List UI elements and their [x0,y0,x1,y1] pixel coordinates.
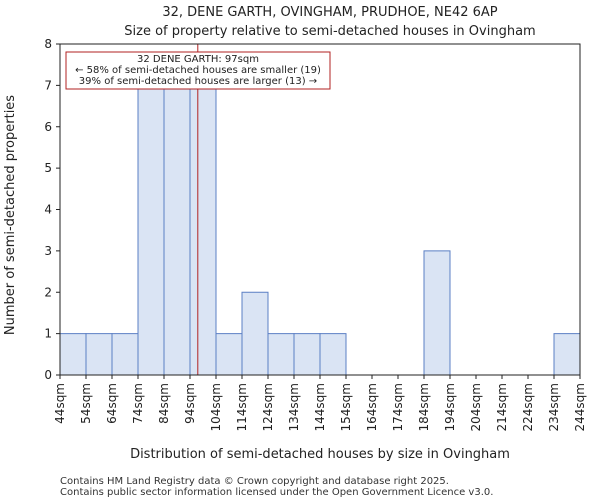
annotation-line-2: ← 58% of semi-detached houses are smalle… [75,65,321,76]
x-tick-label: 164sqm [365,383,379,431]
bar-54sqm [85,333,113,376]
bar-184sqm [423,250,451,376]
bars [59,84,581,376]
x-axis-label: Distribution of semi-detached houses by … [130,447,510,462]
y-tick-label: 7 [44,78,52,92]
x-tick-label: 124sqm [261,383,275,431]
annotation-line-3: 39% of semi-detached houses are larger (… [79,76,317,87]
y-tick-label: 5 [44,161,52,175]
y-tick-label: 4 [44,203,52,217]
bar-84sqm [163,84,191,376]
x-tick-label: 174sqm [391,383,405,431]
x-tick-label: 114sqm [235,383,249,431]
footer-line-1: Contains HM Land Registry data © Crown c… [60,476,449,487]
bar-114sqm [241,291,269,376]
y-tick-label: 0 [44,368,52,382]
bar-64sqm [111,333,139,376]
bar-144sqm [319,333,347,376]
x-tick-label: 94sqm [183,383,197,424]
y-tick-label: 1 [44,327,52,341]
annotation-box: 32 DENE GARTH: 97sqm ← 58% of semi-detac… [65,51,331,90]
y-tick-label: 6 [44,120,52,134]
x-tick-label: 134sqm [287,383,301,431]
x-tick-label: 54sqm [79,383,93,424]
x-ticks: 44sqm 54sqm 64sqm 74sqm 84sqm 94sqm 104sqm 114s… [53,375,587,431]
annotation-line-1: 32 DENE GARTH: 97sqm [137,54,259,65]
bar-104sqm [215,333,243,376]
chart-subtitle: Size of property relative to semi-detach… [124,24,535,39]
y-axis-label: Number of semi-detached properties [3,95,18,335]
x-tick-label: 194sqm [443,383,457,431]
x-tick-label: 154sqm [339,383,353,431]
footer-line-2: Contains public sector information licen… [60,487,493,498]
bar-44sqm [59,333,87,376]
bar-134sqm [293,333,321,376]
x-tick-label: 84sqm [157,383,171,424]
x-tick-label: 64sqm [105,383,119,424]
y-tick-label: 8 [44,37,52,51]
x-tick-label: 224sqm [521,383,535,431]
annotation-border [65,51,331,90]
x-tick-label: 74sqm [131,383,145,424]
y-tick-label: 3 [44,244,52,258]
y-ticks: 0 1 2 3 4 5 6 7 8 [44,37,60,382]
y-tick-label: 2 [44,285,52,299]
x-tick-label: 234sqm [547,383,561,431]
x-tick-label: 44sqm [53,383,67,424]
bar-94sqm [189,84,217,376]
bar-74sqm [137,84,165,376]
x-tick-label: 214sqm [495,383,509,431]
bar-234sqm [553,333,581,376]
bar-124sqm [267,333,295,376]
x-tick-label: 244sqm [573,383,587,431]
x-tick-label: 184sqm [417,383,431,431]
chart-title: 32, DENE GARTH, OVINGHAM, PRUDHOE, NE42 … [162,5,497,20]
x-tick-label: 104sqm [209,383,223,431]
x-tick-label: 204sqm [469,383,483,431]
x-tick-label: 144sqm [313,383,327,431]
